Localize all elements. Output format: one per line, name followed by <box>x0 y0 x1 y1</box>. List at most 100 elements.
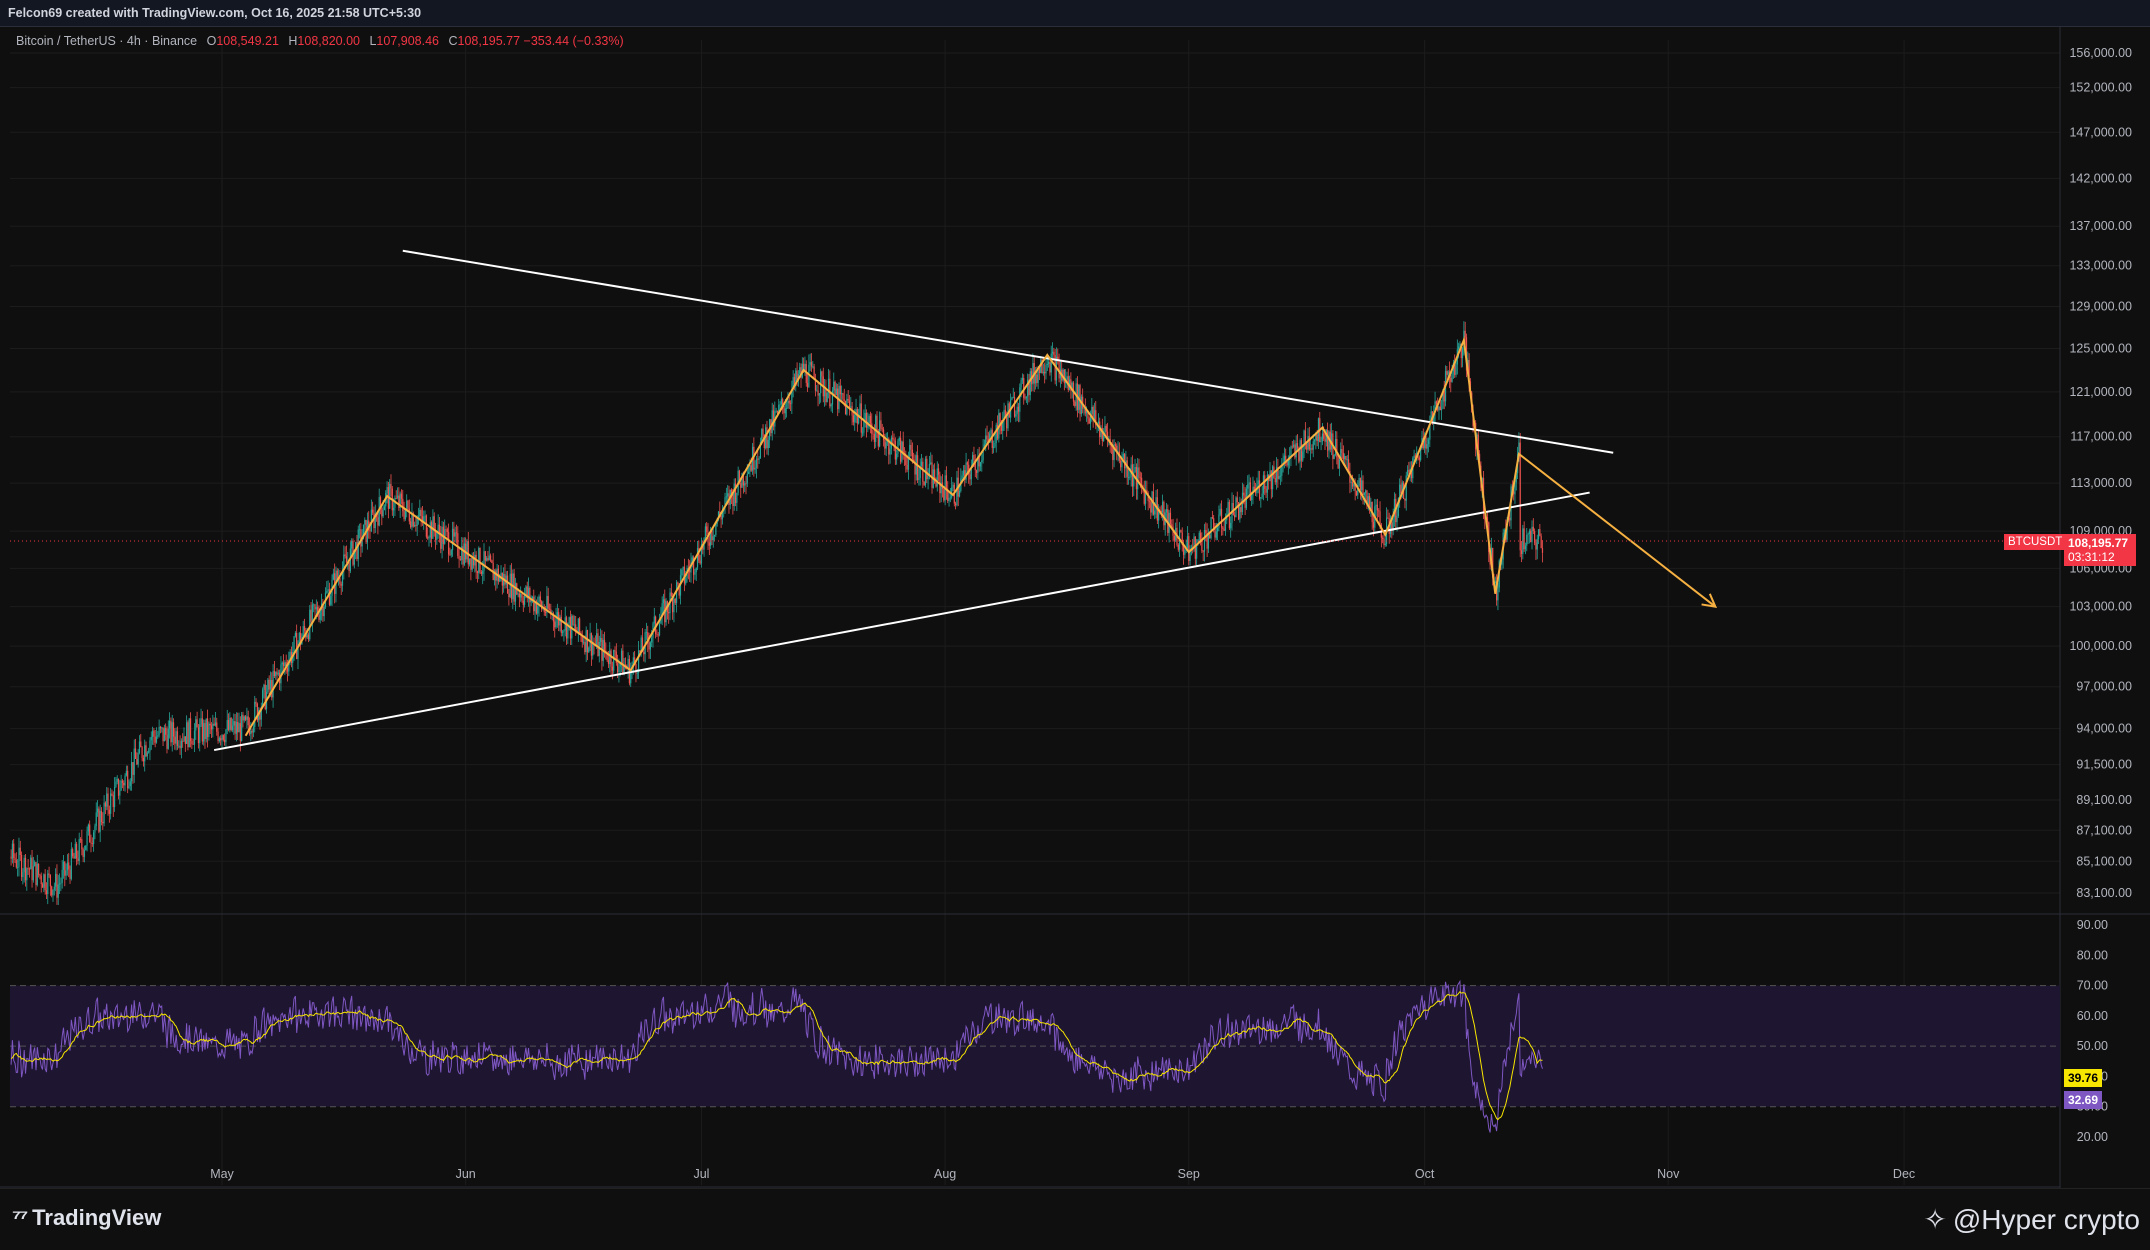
open-value: 108,549.21 <box>216 34 279 48</box>
candle-body <box>462 546 464 565</box>
tv-logo-icon: ⁷⁷ <box>12 1205 28 1230</box>
high-label: H <box>288 34 298 48</box>
candle-body <box>297 643 299 659</box>
candle-body <box>353 549 355 565</box>
candle-body <box>1207 534 1210 549</box>
candle-body <box>825 389 827 403</box>
candle-body <box>1057 356 1059 361</box>
candle-body <box>417 515 420 518</box>
change-value: −353.44 (−0.33%) <box>523 34 624 48</box>
candle-body <box>224 739 226 743</box>
candle-body <box>145 745 147 757</box>
candle-body <box>1304 430 1306 444</box>
candle-body <box>757 458 759 460</box>
candle-body <box>526 586 528 599</box>
candle-body <box>1095 410 1097 426</box>
candle-body <box>131 762 133 782</box>
candle-body <box>834 381 836 395</box>
candle-body <box>582 642 585 644</box>
candle-body <box>311 604 313 622</box>
candle-body <box>979 462 982 467</box>
candle-body <box>51 886 53 896</box>
candle-body <box>309 609 311 640</box>
candle-body <box>282 662 285 667</box>
candle-body <box>742 473 744 486</box>
candle-body <box>628 658 631 684</box>
candle-body <box>1134 466 1136 472</box>
candle-body <box>217 731 219 742</box>
candle-body <box>784 408 786 414</box>
candle-body <box>896 453 898 460</box>
candle-body <box>636 672 638 674</box>
candle-body <box>855 409 857 415</box>
candle-body <box>839 385 841 395</box>
candle-body <box>96 808 99 813</box>
candle-body <box>1088 418 1090 424</box>
candle-body <box>296 632 298 659</box>
candle-body <box>1251 495 1253 500</box>
candle-body <box>858 415 860 424</box>
candle-body <box>627 658 629 669</box>
candle-body <box>1213 518 1215 530</box>
candle-body <box>72 849 74 857</box>
candle-body <box>1477 434 1479 454</box>
candle-body <box>398 495 400 508</box>
candle-body <box>121 780 124 783</box>
candle-body <box>700 544 703 564</box>
candle-body <box>250 730 252 735</box>
candle-body <box>986 435 988 439</box>
candle-body <box>199 724 201 744</box>
candle-body <box>124 775 126 786</box>
candle-body <box>1025 396 1027 399</box>
candle-body <box>1114 444 1117 446</box>
candle-body <box>937 468 940 475</box>
candle-body <box>1379 511 1381 525</box>
candle-body <box>699 560 701 564</box>
candle-body <box>1384 543 1386 545</box>
candle-body <box>18 847 20 868</box>
candle-body <box>1519 442 1521 551</box>
candle-body <box>812 366 814 368</box>
candle-body <box>575 624 577 632</box>
candle-body <box>868 415 870 423</box>
candle-body <box>123 782 125 786</box>
candle-body <box>1217 527 1219 532</box>
candle-body <box>1308 436 1310 450</box>
candle-body <box>909 444 911 458</box>
candle-body <box>200 718 202 725</box>
candle-body <box>482 571 484 574</box>
candle-body <box>1515 473 1517 483</box>
candle-body <box>26 868 28 881</box>
candle-body <box>1146 489 1148 493</box>
candle-body <box>689 570 691 573</box>
candle-body <box>269 680 272 690</box>
candle-body <box>264 684 266 710</box>
candle-body <box>221 735 223 741</box>
candle-body <box>1537 529 1540 540</box>
candle-body <box>1097 421 1099 424</box>
candle-body <box>1359 477 1361 491</box>
candle-body <box>233 721 235 726</box>
candle-body <box>1148 500 1151 502</box>
candle-body <box>1003 409 1005 421</box>
candle-body <box>1278 476 1280 479</box>
rsi-tick-label: 20.00 <box>2077 1130 2108 1144</box>
candle-body <box>1327 430 1329 451</box>
candle-body <box>406 500 408 510</box>
candle-body <box>677 582 679 585</box>
candle-body <box>1316 434 1318 441</box>
candle-body <box>22 872 24 878</box>
tradingview-logo[interactable]: ⁷⁷ TradingView <box>12 1205 161 1231</box>
candle-body <box>237 721 239 733</box>
candle-body <box>41 884 44 888</box>
candle-body <box>754 467 756 470</box>
candle-body <box>605 650 607 652</box>
candle-body <box>1279 475 1282 477</box>
candle-body <box>186 722 188 744</box>
candle-body <box>159 726 162 729</box>
candle-body <box>399 493 401 508</box>
candle-body <box>319 610 321 620</box>
candle-body <box>486 558 488 561</box>
